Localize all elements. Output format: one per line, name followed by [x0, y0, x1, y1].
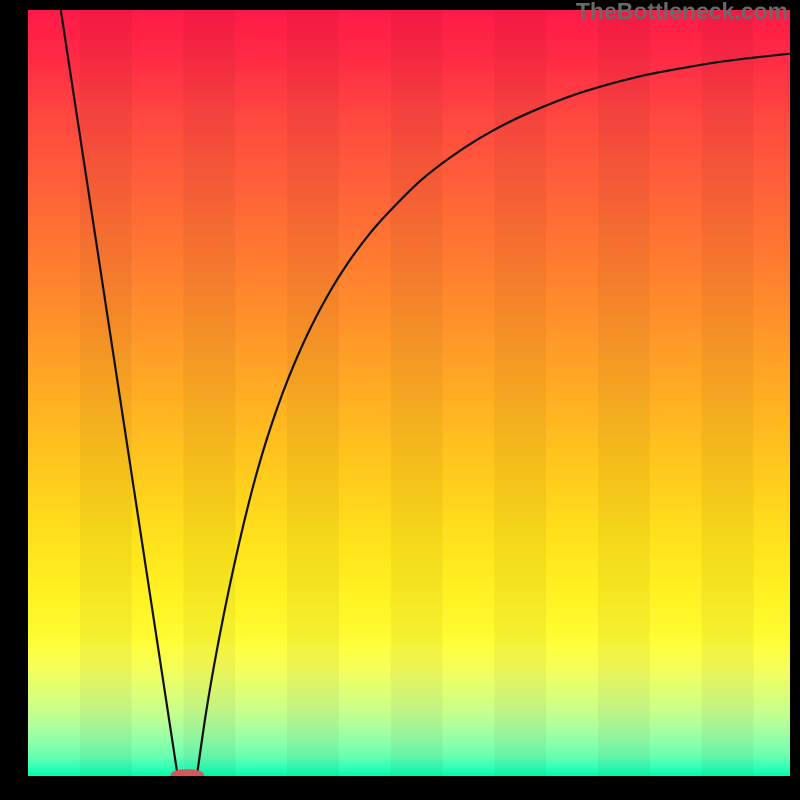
watermark-label: TheBottleneck.com	[576, 0, 788, 25]
chart-band	[183, 10, 235, 776]
bottleneck-chart: TheBottleneck.com	[0, 0, 800, 800]
chart-band	[391, 10, 443, 776]
chart-band	[80, 10, 132, 776]
chart-band	[702, 10, 754, 776]
chart-svg	[0, 0, 800, 800]
chart-band	[287, 10, 339, 776]
chart-band	[598, 10, 650, 776]
